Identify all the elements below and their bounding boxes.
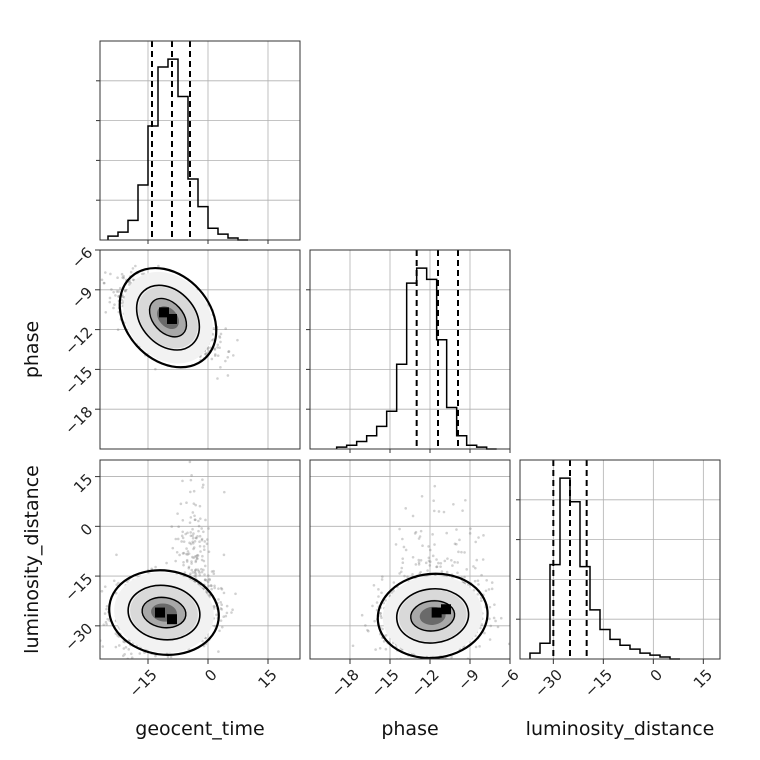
tick-label-y-luminosity_distance: 0: [77, 520, 96, 539]
contour-line: [127, 584, 201, 641]
contour-line: [135, 284, 201, 351]
panel-frame: [99, 40, 301, 241]
tick-label-x-phase: −12: [408, 666, 443, 701]
tick-label-y-luminosity_distance: −30: [61, 619, 96, 654]
histogram-luminosity_distance: [529, 477, 680, 660]
tick-label-x-luminosity_distance: 0: [647, 666, 666, 685]
hist-panel-luminosity_distance: [516, 459, 721, 660]
contours: [376, 572, 489, 660]
tick-label-x-phase: −15: [368, 666, 403, 701]
hist-panel-geocent_time: [96, 40, 301, 241]
scatter-panel-geocent_time-phase: [99, 249, 301, 450]
peak-bin: [441, 604, 451, 615]
tick-label-y-luminosity_distance: 15: [70, 470, 96, 496]
contours: [108, 569, 220, 656]
contour-line: [108, 569, 220, 656]
tick-label-x-phase: −18: [328, 666, 363, 701]
tick-label-y-phase: −18: [61, 403, 96, 438]
contour-line: [118, 266, 218, 369]
tick-label-y-phase: −12: [61, 323, 96, 358]
peak-bin: [155, 607, 165, 618]
tick-label-y-phase: −9: [68, 283, 96, 311]
contours: [118, 266, 218, 369]
panel-frame: [309, 249, 511, 450]
panel-frame: [309, 459, 511, 660]
axis-label-y-phase: phase: [21, 321, 43, 378]
panel-frame: [99, 459, 301, 660]
peak-bin: [167, 313, 177, 324]
axis-label-y-luminosity_distance: luminosity_distance: [21, 465, 43, 654]
axis-label-x-phase: phase: [381, 718, 438, 740]
contour-line: [148, 297, 188, 338]
panel-frame: [519, 459, 721, 660]
panel-frame: [99, 249, 301, 450]
scatter-panel-phase-luminosity_distance: [309, 459, 511, 660]
tick-label-x-phase: −6: [494, 666, 522, 694]
tick-label-x-phase: −9: [454, 666, 482, 694]
scatter-panel-geocent_time-luminosity_distance: [99, 459, 301, 660]
tick-label-y-phase: −6: [68, 244, 96, 272]
tick-label-x-geocent_time: 15: [254, 666, 280, 692]
hist-panel-phase: [306, 249, 511, 450]
tick-label-x-luminosity_distance: −15: [581, 666, 616, 701]
contour-line: [376, 572, 489, 660]
tick-label-x-geocent_time: −15: [126, 666, 161, 701]
contour-line: [395, 587, 470, 644]
peak-bin: [167, 614, 177, 625]
tick-label-y-phase: −15: [61, 363, 96, 398]
peak-bin: [431, 607, 442, 618]
contour-line: [410, 600, 456, 632]
tick-label-x-geocent_time: 0: [201, 666, 220, 685]
peak-bin: [159, 307, 169, 318]
contour-line: [141, 596, 187, 629]
tick-label-x-luminosity_distance: 15: [690, 666, 716, 692]
tick-label-x-luminosity_distance: −30: [531, 666, 566, 701]
tick-label-y-luminosity_distance: −15: [61, 570, 96, 605]
axis-label-x-geocent_time: geocent_time: [135, 718, 264, 740]
histogram-geocent_time: [107, 58, 248, 241]
axis-label-x-luminosity_distance: luminosity_distance: [526, 718, 715, 740]
